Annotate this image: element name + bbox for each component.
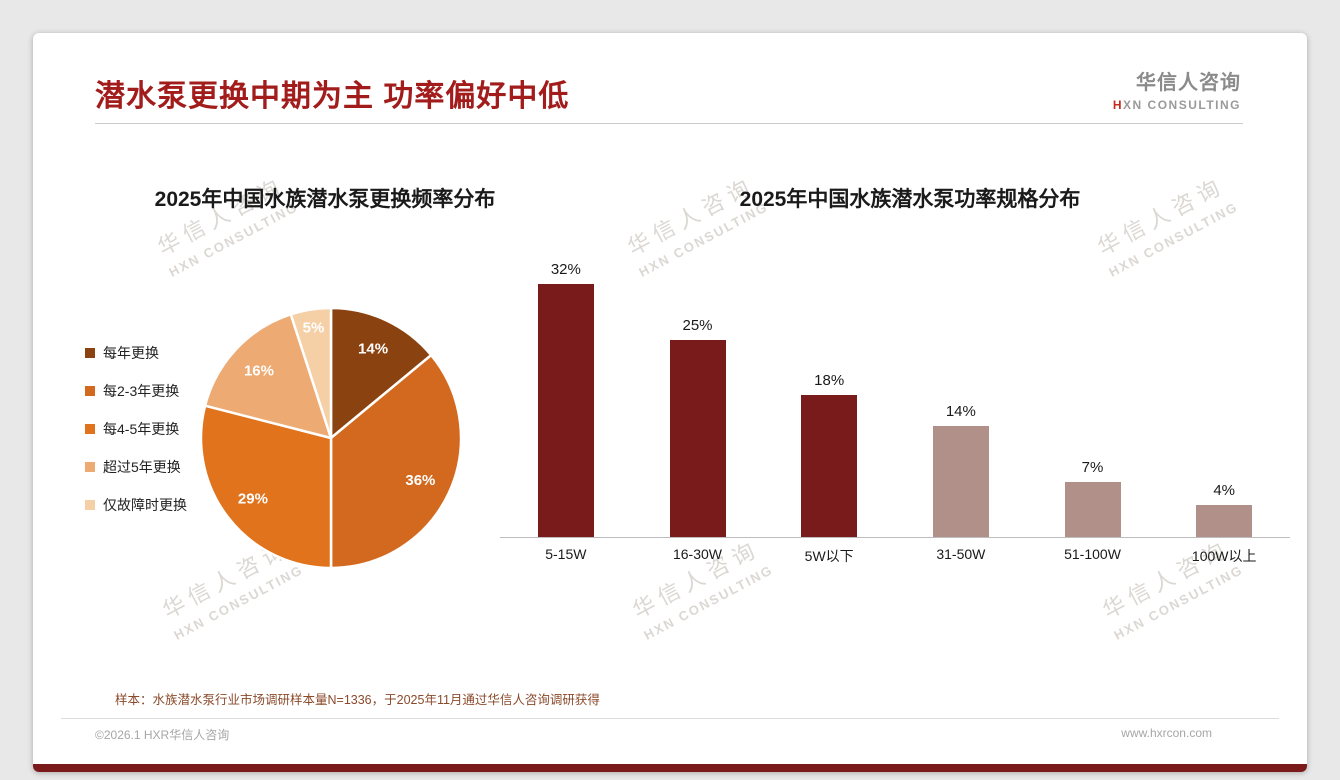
bar-column: 32% xyxy=(500,257,632,537)
brand-logo: 华信人咨询 HXN CONSULTING xyxy=(1113,66,1241,112)
bar-category-label: 16-30W xyxy=(672,546,723,562)
brand-logo-mark-icon: H xyxy=(1112,98,1124,112)
bar-chart: 32% 25% 18% 14% 7% 4% xyxy=(500,257,1290,537)
pie-slice-label: 29% xyxy=(238,491,268,508)
bar-chart-categories: 5-15W 16-30W 5W以下 31-50W 51-100W 100W以上 xyxy=(500,546,1290,566)
bar-category-label: 5-15W xyxy=(545,546,587,562)
legend-item: 每4-5年更换 xyxy=(85,420,187,437)
bar-value-label: 14% xyxy=(945,403,976,421)
legend-color-swatch xyxy=(85,461,95,472)
legend-item: 每2-3年更换 xyxy=(85,382,187,399)
watermark-line-en: HXN CONSULTING xyxy=(1111,561,1246,643)
bar-value-label: 18% xyxy=(814,371,845,389)
bar-value-label: 25% xyxy=(682,316,713,334)
sample-note: 样本：水族潜水泵行业市场调研样本量N=1336，于2025年11月通过华信人咨询… xyxy=(115,693,600,707)
title-divider xyxy=(95,123,1243,124)
legend-color-swatch xyxy=(85,499,95,510)
pie-slice-label: 5% xyxy=(303,320,325,337)
pie-chart: 14% 36% 29% 16% 5% xyxy=(199,306,463,570)
bar-column: 7% xyxy=(1027,257,1159,537)
bar xyxy=(669,339,726,537)
bar-column: 4% xyxy=(1158,257,1290,537)
pie-slice xyxy=(329,353,463,570)
watermark-line-cn: 华信人咨询 xyxy=(623,172,759,261)
bar-category-label: 31-50W xyxy=(936,546,986,562)
page-title: 潜水泵更换中期为主 功率偏好中低 xyxy=(95,80,570,113)
pie-slice-label: 36% xyxy=(405,472,435,489)
pie-slice xyxy=(289,306,333,440)
bar-value-label: 4% xyxy=(1213,482,1236,500)
legend-item: 超过5年更换 xyxy=(85,458,187,475)
legend-label: 每4-5年更换 xyxy=(103,420,180,437)
pie-slice-label: 16% xyxy=(244,362,274,379)
bar xyxy=(1196,505,1253,537)
bar-value-label: 7% xyxy=(1081,458,1104,476)
slide-card: 华信人咨询 HXN CONSULTING 华信人咨询 HXN CONSULTING 华信… xyxy=(33,33,1307,772)
legend-label: 仅故障时更换 xyxy=(103,496,187,513)
legend-item: 仅故障时更换 xyxy=(85,496,187,513)
bar-column: 18% xyxy=(763,257,895,537)
pie-slice xyxy=(203,313,333,440)
pie-chart-title: 2025年中国水族潜水泵更换频率分布 xyxy=(154,188,496,211)
legend-label: 每2-3年更换 xyxy=(103,382,180,399)
watermark-line-en: HXN CONSULTING xyxy=(641,561,776,643)
bar-chart-axis-line xyxy=(500,537,1290,538)
legend-label: 每年更换 xyxy=(103,344,159,361)
brand-logo-en: HXN CONSULTING xyxy=(1113,98,1241,112)
watermark-line-cn: 华信人咨询 xyxy=(1093,172,1229,261)
legend-color-swatch xyxy=(85,423,95,434)
watermark-line-cn: 华信人咨询 xyxy=(628,535,764,624)
bar-column: 14% xyxy=(895,257,1027,537)
copyright-text: ©2026.1 HXR华信人咨询 xyxy=(95,728,230,742)
pie-legend: 每年更换每2-3年更换 每4-5年更换 超过5年更换 仅故障时更换 xyxy=(85,345,187,535)
bar-category-label: 5W以下 xyxy=(804,548,854,564)
bar xyxy=(1064,481,1121,537)
bar-category-label: 100W以上 xyxy=(1191,548,1257,564)
legend-label: 超过5年更换 xyxy=(103,458,181,475)
bar-chart-title: 2025年中国水族潜水泵功率规格分布 xyxy=(739,188,1081,211)
bar xyxy=(537,284,594,537)
legend-item: 每年更换 xyxy=(85,344,187,361)
watermark-line-cn: 华信人咨询 xyxy=(1098,535,1234,624)
bar-category-label: 51-100W xyxy=(1064,546,1121,562)
legend-color-swatch xyxy=(85,347,95,358)
brand-logo-en-text: XN CONSULTING xyxy=(1123,98,1241,112)
pie-slice xyxy=(199,404,333,570)
brand-logo-cn: 华信人咨询 xyxy=(1136,72,1241,94)
bottom-accent-bar xyxy=(33,764,1307,772)
bar xyxy=(801,394,858,537)
bar xyxy=(932,426,989,537)
website-text: www.hxrcon.com xyxy=(1121,726,1212,740)
bar-column: 25% xyxy=(632,257,764,537)
pie-slice xyxy=(329,306,433,440)
watermark-line-cn: 华信人咨询 xyxy=(153,172,289,261)
pie-slice-label: 14% xyxy=(358,341,388,358)
footer-divider xyxy=(61,718,1279,719)
bar-value-label: 32% xyxy=(550,261,581,279)
legend-color-swatch xyxy=(85,385,95,396)
